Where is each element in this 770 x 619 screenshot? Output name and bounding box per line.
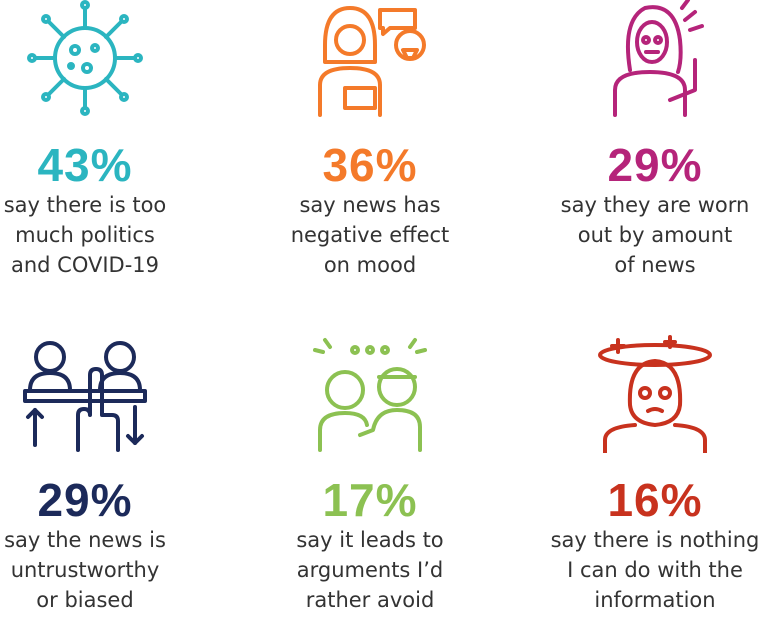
description-line: and COVID-19 — [10, 253, 160, 277]
description-line: rather avoid — [305, 588, 435, 612]
description-line: untrustworthy — [10, 558, 160, 582]
stat-card: 29% say they are worn out by amount of n… — [525, 0, 770, 280]
percent: 29% — [37, 474, 133, 526]
virus-icon — [27, 0, 143, 116]
stat-card: 16% say there is nothing I can do with t… — [525, 335, 770, 615]
stat-card: 29% say the news is untrustworthy or bia… — [0, 335, 215, 615]
percent: 36% — [322, 139, 418, 191]
description-line: of news — [614, 253, 696, 277]
description-line: say the news is — [4, 528, 166, 552]
description-line: say news has — [299, 193, 441, 217]
scale-icon — [23, 341, 147, 452]
stat-card: 43% say there is too much politics and C… — [0, 0, 215, 280]
description-line: information — [594, 588, 716, 612]
description-line: much politics — [15, 223, 155, 247]
description-line: say it leads to — [296, 528, 444, 552]
person-icon — [318, 6, 426, 117]
description-line: or biased — [36, 588, 134, 612]
worn-out-icon — [613, 0, 704, 117]
description-line: I can do with the — [567, 558, 743, 582]
percent: 17% — [322, 474, 418, 526]
description-line: arguments I’d — [296, 558, 444, 582]
dizzy-icon — [598, 335, 712, 453]
percent: 29% — [607, 139, 703, 191]
argument-icon — [313, 338, 427, 452]
description-line: on mood — [323, 253, 417, 277]
stat-card: 36% say news has negative effect on mood — [240, 0, 500, 280]
description-line: negative effect — [290, 223, 450, 247]
stat-card: 17% say it leads to arguments I’d rather… — [240, 335, 500, 615]
description-line: say there is too — [3, 193, 167, 217]
percent: 16% — [607, 474, 703, 526]
description-line: say they are worn — [560, 193, 750, 217]
description-line: say there is nothing — [550, 528, 760, 552]
description-line: out by amount — [577, 223, 733, 247]
percent: 43% — [37, 139, 133, 191]
